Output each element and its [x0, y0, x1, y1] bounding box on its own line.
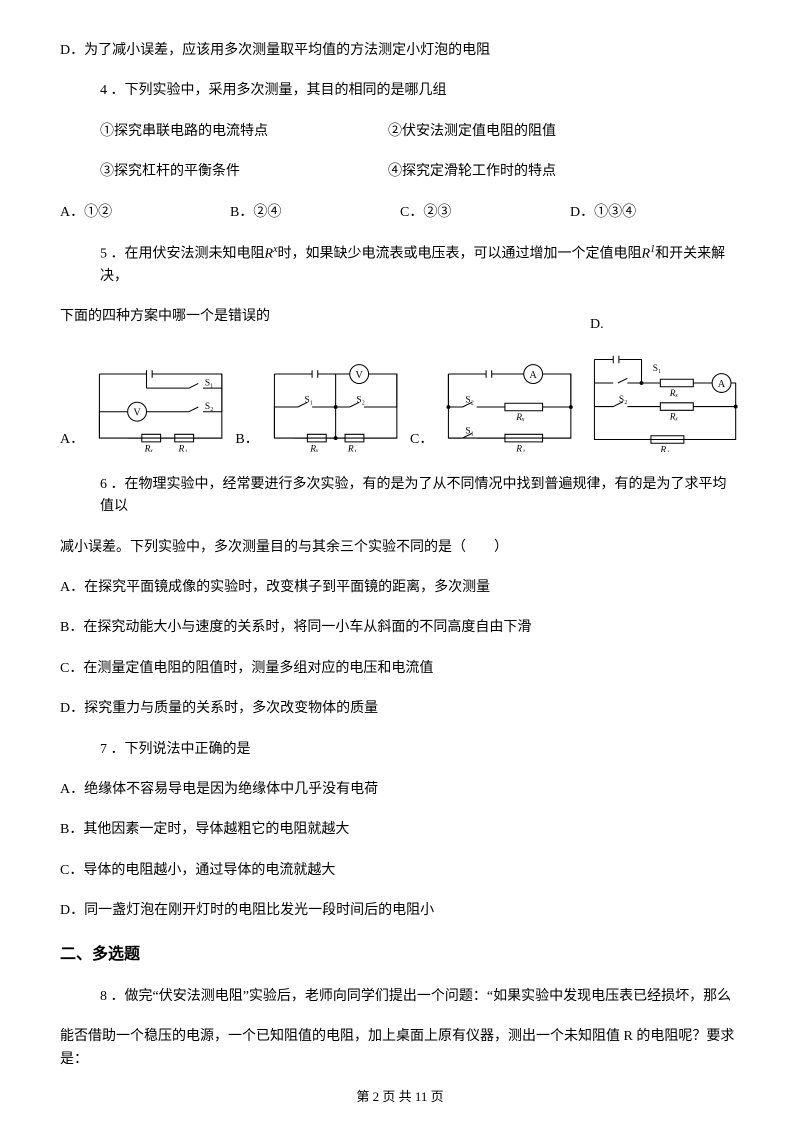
svg-text:S₂: S₂ — [205, 402, 214, 412]
q5-stem-a: 5 ．在用伏安法测未知电阻 — [100, 247, 265, 262]
q4-sub-row1: ①探究串联电路的电流特点 ②伏安法测定值电阻的阻值 — [60, 121, 740, 143]
q5-stem-line2: 下面的四种方案中哪一个是错误的 — [60, 306, 740, 328]
svg-text:S₁: S₁ — [652, 364, 661, 374]
q6-opt-a: A．在探究平面镜成像的实验时，改变棋子到平面镜的距离，多次测量 — [60, 577, 740, 599]
svg-text:S₁: S₁ — [304, 395, 313, 405]
q4-opt-b: B．②④ — [230, 202, 400, 224]
q4-sub-row2: ③探究杠杆的平衡条件 ④探究定滑轮工作时的特点 — [60, 161, 740, 183]
q7-stem: 7 ．下列说法中正确的是 — [60, 739, 740, 761]
svg-text:Rₓ: Rₓ — [516, 413, 526, 423]
q5-r1: R — [642, 247, 651, 262]
q6-stem-a: 6 ．在物理实验中，经常要进行多次实验，有的是为了从不同情况中找到普遍规律，有的… — [60, 474, 740, 519]
svg-text:A: A — [717, 379, 725, 390]
q8-stem-a: 8 ．做完“伏安法测电阻”实验后，老师向同学们提出一个问题：“如果实验中发现电压… — [60, 986, 740, 1008]
q5-label-b: B． — [235, 429, 258, 451]
svg-text:R₁: R₁ — [516, 444, 526, 452]
q4-sub1: ①探究串联电路的电流特点 — [100, 121, 388, 143]
q4-opt-d: D．①③④ — [570, 202, 740, 224]
q4-stem: 4 ．下列实验中，采用多次测量，其目的相同的是哪几组 — [60, 80, 740, 102]
q7-opt-a: A．绝缘体不容易导电是因为绝缘体中几乎没有电荷 — [60, 779, 740, 801]
q6-opt-d: D．探究重力与质量的关系时，多次改变物体的质量 — [60, 698, 740, 720]
circuit-d: A S₁ S₂ Rₓ Rₓ R₁ — [585, 347, 740, 452]
q6-stem-b: 减小误差。下列实验中，多次测量目的与其余三个实验不同的是（ ） — [60, 537, 740, 559]
page-footer: 第 2 页 共 11 页 — [0, 1087, 800, 1108]
q6-opt-c: C．在测量定值电阻的阻值时，测量多组对应的电压和电流值 — [60, 658, 740, 680]
q7-opt-d: D．同一盏灯泡在刚开灯时的电阻比发光一段时间后的电阻小 — [60, 900, 740, 922]
q5-label-c: C． — [410, 429, 433, 451]
circuit-b: V S₁ S₂ Rₓ R₁ — [265, 362, 406, 452]
q4-sub2: ②伏安法测定值电阻的阻值 — [388, 121, 676, 143]
q7-opt-b: B．其他因素一定时，导体越粗它的电阻就越大 — [60, 819, 740, 841]
svg-text:R₁: R₁ — [659, 445, 669, 451]
svg-text:V: V — [355, 370, 363, 381]
svg-text:S₁: S₁ — [205, 378, 214, 388]
q5-stem-b: 时，如果缺少电流表或电压表，可以通过增加一个定值电阻 — [278, 247, 642, 262]
q4-opt-a: A．①② — [60, 202, 230, 224]
q5-stem-line1: 5 ．在用伏安法测未知电阻Rx时，如果缺少电流表或电压表，可以通过增加一个定值电… — [60, 242, 740, 288]
svg-text:R₁: R₁ — [178, 444, 188, 452]
q4-options: A．①② B．②④ C．②③ D．①③④ — [60, 202, 740, 224]
svg-text:S₁: S₁ — [466, 426, 475, 436]
svg-text:Rₓ: Rₓ — [668, 413, 678, 423]
q3-option-d: D．为了减小误差，应该用多次测量取平均值的方法测定小灯泡的电阻 — [60, 40, 740, 62]
svg-text:S₂: S₂ — [619, 395, 628, 405]
q5-label-a: A． — [60, 429, 84, 451]
svg-text:S₂: S₂ — [356, 395, 365, 405]
section-2-heading: 二、多选题 — [60, 942, 740, 968]
svg-text:Rₓ: Rₓ — [309, 444, 319, 452]
q5-label-d: D. — [590, 314, 604, 336]
circuit-c: A S₂ S₁ Rₓ R₁ — [439, 362, 580, 452]
q4-sub3: ③探究杠杆的平衡条件 — [100, 161, 388, 183]
circuit-a: V S₁ S₂ Rₓ R₁ — [90, 362, 231, 452]
q5-circuits: A． V S₁ S₂ Rₓ R₁ B． — [60, 347, 740, 452]
svg-text:Rₓ: Rₓ — [144, 444, 154, 452]
q4-opt-c: C．②③ — [400, 202, 570, 224]
svg-text:R₁: R₁ — [347, 444, 357, 452]
q5: 5 ．在用伏安法测未知电阻Rx时，如果缺少电流表或电压表，可以通过增加一个定值电… — [60, 242, 740, 452]
q5-rx: R — [265, 247, 274, 262]
q8-stem-b: 能否借助一个稳压的电源，一个已知阻值的电阻，加上桌面上原有仪器，测出一个未知阻值… — [60, 1026, 740, 1071]
svg-text:Rₓ: Rₓ — [668, 389, 678, 399]
q6-opt-b: B．在探究动能大小与速度的关系时，将同一小车从斜面的不同高度自由下滑 — [60, 617, 740, 639]
svg-text:A: A — [530, 370, 538, 381]
q4-sub4: ④探究定滑轮工作时的特点 — [388, 161, 676, 183]
q7-opt-c: C．导体的电阻越小，通过导体的电流就越大 — [60, 860, 740, 882]
svg-text:V: V — [133, 407, 141, 418]
svg-text:S₂: S₂ — [466, 395, 475, 405]
